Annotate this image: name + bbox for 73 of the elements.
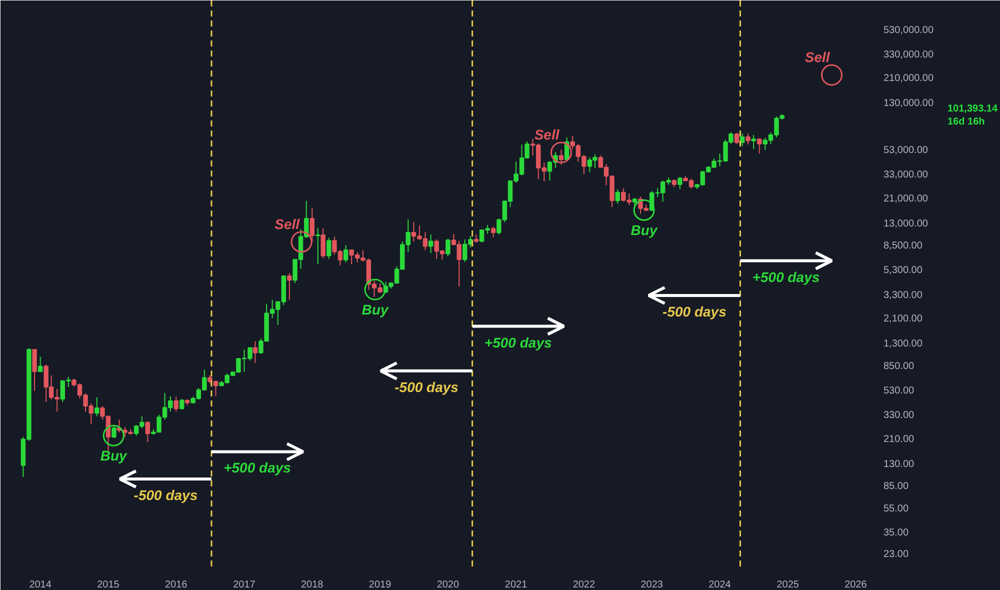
y-tick-label: 35.00	[884, 527, 909, 538]
x-tick-label: 2017	[233, 580, 256, 590]
annotation: +500 days	[752, 268, 820, 285]
y-tick-label: 1,300.00	[884, 338, 923, 350]
point	[364, 278, 386, 300]
text: Sell	[804, 48, 830, 65]
point	[550, 142, 572, 164]
y-tick-label: 8,500.00	[884, 240, 923, 252]
x-tick-label: 2021	[504, 580, 528, 590]
candlestick	[326, 237, 332, 260]
y-tick-label: 210.00	[884, 434, 915, 445]
y-tick-label: 21,000.00	[884, 193, 928, 204]
candlestick	[287, 272, 292, 300]
annotation: -500 days	[134, 487, 198, 504]
y-tick-label: 85.00	[884, 480, 909, 492]
y-tick-label: 5,300.00	[884, 265, 923, 276]
y-tick-label: 13,000.00	[884, 218, 928, 230]
point	[821, 64, 843, 86]
y-tick-label: 330,000.00	[884, 50, 934, 61]
candlestick	[320, 228, 326, 259]
y-tick-label: 330.00	[884, 410, 915, 422]
text: Buy	[100, 448, 127, 464]
y-tick-label: 53,000.00	[884, 145, 928, 156]
x-tick-label: 2015	[97, 580, 120, 590]
point	[102, 424, 124, 446]
series-label: Buy	[362, 302, 390, 318]
candlestick	[446, 238, 450, 257]
x-tick-label: 2026	[844, 580, 868, 590]
x-tick-label: 2020	[436, 580, 460, 590]
x-tick-label: 2014	[29, 580, 52, 590]
candlestick	[746, 133, 750, 145]
candlestick	[428, 234, 434, 254]
candlestick	[757, 138, 762, 154]
annotation: +500 days	[484, 334, 552, 350]
x-tick-label: 2018	[301, 580, 324, 590]
annotation: -500 days	[394, 378, 459, 395]
y-tick-label: 130.00	[884, 458, 915, 470]
candlestick	[38, 356, 43, 373]
candlestick	[145, 420, 150, 443]
candlestick	[180, 398, 184, 410]
text: 101,393.14 16d 16h	[948, 104, 998, 128]
series-label: Sell	[274, 216, 301, 232]
candlestick	[94, 396, 100, 417]
candlestick	[316, 227, 320, 265]
candlestick	[678, 176, 682, 190]
y-tick-label: 2,100.00	[884, 314, 923, 325]
candlestick	[615, 188, 620, 204]
y-tick-label: 3,300.00	[884, 290, 923, 301]
x-tick-label: 2019	[368, 580, 392, 590]
x-tick-label: 2024	[708, 580, 732, 590]
y-tick-label: 33,000.00	[884, 170, 928, 181]
y-tick-label: 850.00	[884, 360, 915, 372]
candlestick	[174, 396, 178, 412]
candlestick	[32, 348, 37, 392]
y-tick-label: 55.00	[884, 504, 909, 515]
candlestick	[343, 244, 348, 263]
y-tick-label: 530,000.00	[884, 24, 934, 36]
x-tick-label: 2016	[165, 580, 188, 590]
y-tick-label: 23.00	[884, 549, 909, 560]
y-tick-label: 130,000.00	[884, 98, 934, 110]
candlestick	[734, 132, 740, 144]
x-tick-label: 2025	[776, 580, 800, 590]
candlestick	[751, 134, 756, 150]
y-tick-label: 210,000.00	[884, 73, 934, 84]
x-tick-label: 2022	[572, 580, 596, 590]
text: Buy	[630, 222, 658, 238]
candlestick	[490, 226, 496, 238]
text: Sell	[534, 126, 560, 142]
candlestick	[252, 340, 258, 364]
annotation: -500 days	[662, 303, 727, 320]
y-tick-label: 530.00	[884, 385, 915, 396]
x-tick-label: 2023	[640, 580, 664, 590]
annotation: +500 days	[224, 460, 292, 476]
